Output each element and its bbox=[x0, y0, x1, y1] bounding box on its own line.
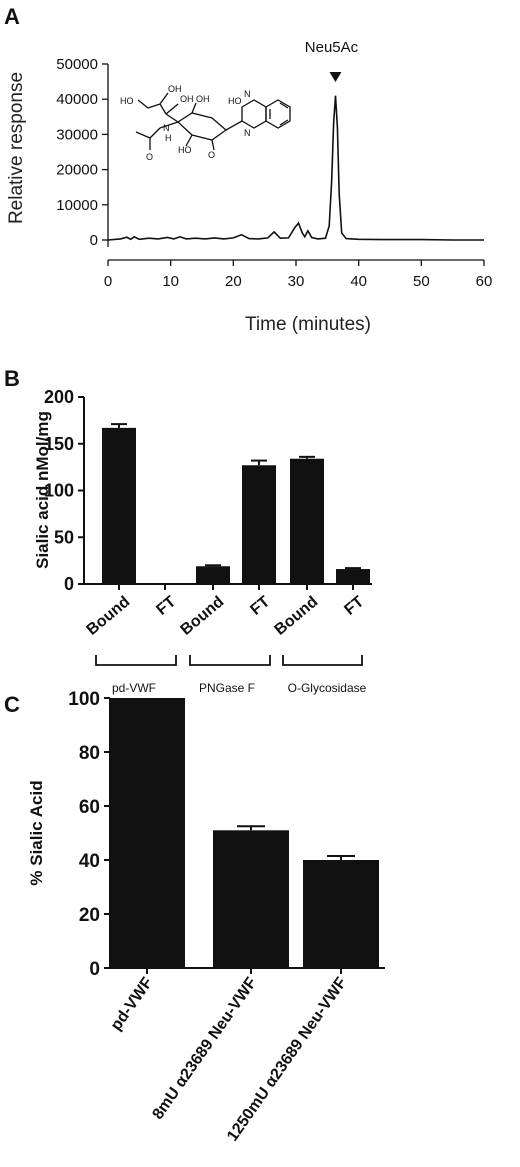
panel-b-group-brackets: pd-VWF PNGase F O-Glycosidase bbox=[95, 655, 367, 695]
x-tick-label: 40 bbox=[350, 273, 367, 290]
y-tick-label: 20000 bbox=[56, 162, 98, 179]
panel-a-axes: 0 10000 20000 30000 40000 50000 0 10 20 30 40 50 60 bbox=[56, 56, 492, 290]
x-tick-label: 0 bbox=[104, 273, 112, 290]
y-tick-label: 150 bbox=[44, 434, 74, 454]
y-tick-label: 100 bbox=[68, 689, 100, 710]
x-tick-label: Bound bbox=[272, 593, 322, 639]
panel-b-ylabel: Sialic acid nMol/mg bbox=[33, 411, 52, 569]
y-tick-label: 0 bbox=[90, 232, 98, 249]
group-bracket bbox=[282, 655, 363, 666]
x-tick-label: FT bbox=[153, 593, 179, 619]
bar bbox=[148, 583, 182, 584]
group-bracket bbox=[95, 655, 177, 666]
y-tick-label: 20 bbox=[79, 905, 100, 926]
y-tick-label: 50 bbox=[54, 527, 74, 547]
group-label: O-Glycosidase bbox=[288, 681, 367, 695]
x-tick-label: pd-VWF bbox=[108, 974, 157, 1033]
svg-text:OH: OH bbox=[196, 94, 210, 104]
y-tick-label: 80 bbox=[79, 743, 100, 764]
svg-text:HO: HO bbox=[178, 145, 192, 155]
x-tick-label: 30 bbox=[288, 273, 305, 290]
panel-c-ylabel: % Sialic Acid bbox=[27, 780, 46, 885]
svg-text:O: O bbox=[208, 150, 215, 160]
svg-text:O: O bbox=[146, 152, 153, 162]
svg-text:H: H bbox=[165, 133, 172, 143]
bar bbox=[102, 427, 136, 584]
y-tick-label: 0 bbox=[64, 574, 74, 594]
svg-text:N: N bbox=[244, 128, 251, 138]
x-tick-label: Bound bbox=[84, 593, 134, 639]
y-tick-label: 0 bbox=[89, 959, 100, 980]
bar bbox=[290, 458, 324, 584]
bar bbox=[303, 860, 379, 968]
bar bbox=[213, 830, 289, 968]
x-tick-label: 20 bbox=[225, 273, 242, 290]
panel-a-xlabel: Time (minutes) bbox=[245, 314, 371, 335]
x-tick-label: FT bbox=[247, 593, 273, 619]
group-label: pd-VWF bbox=[112, 681, 156, 695]
neu5ac-peak-label: Neu5Ac bbox=[305, 39, 359, 56]
bar bbox=[109, 698, 185, 968]
panel-a-ylabel: Relative response bbox=[6, 72, 27, 224]
y-tick-label: 200 bbox=[44, 387, 74, 407]
x-tick-label: 60 bbox=[476, 273, 493, 290]
x-tick-label: FT bbox=[341, 593, 367, 619]
panel-c-letter: C bbox=[4, 692, 20, 717]
x-tick-label: 8mU α23689 Neu-VWF bbox=[149, 974, 260, 1122]
neu5ac-structure-drawing bbox=[135, 92, 291, 151]
y-tick-label: 40 bbox=[79, 851, 100, 872]
svg-text:N: N bbox=[163, 123, 170, 133]
group-bracket bbox=[189, 655, 271, 666]
x-tick-label: 50 bbox=[413, 273, 430, 290]
y-tick-label: 50000 bbox=[56, 56, 98, 73]
group-label: PNGase F bbox=[199, 681, 255, 695]
bar bbox=[242, 465, 276, 584]
peak-arrow-icon bbox=[329, 72, 342, 82]
panel-a: A Relative response Time (minutes) 01000… bbox=[4, 4, 492, 335]
svg-text:HO: HO bbox=[228, 96, 242, 106]
svg-text:HO: HO bbox=[120, 96, 134, 106]
svg-text:N: N bbox=[244, 89, 251, 99]
neu5ac-structure-atoms: HO OH OH OH HO N N N H O HO O bbox=[120, 84, 251, 162]
panel-b-letter: B bbox=[4, 366, 20, 391]
panel-a-letter: A bbox=[4, 4, 20, 29]
bar bbox=[336, 569, 370, 584]
y-tick-label: 40000 bbox=[56, 91, 98, 108]
y-tick-label: 60 bbox=[79, 797, 100, 818]
y-tick-label: 30000 bbox=[56, 126, 98, 143]
x-tick-label: 10 bbox=[162, 273, 179, 290]
chromatogram-trace bbox=[107, 95, 484, 241]
panel-b: B Sialic acid nMol/mg 0 50 100 150 200 Bound… bbox=[4, 366, 372, 695]
x-tick-label: Bound bbox=[178, 593, 228, 639]
bar bbox=[196, 566, 230, 584]
svg-text:OH: OH bbox=[168, 84, 182, 94]
svg-text:OH: OH bbox=[180, 94, 194, 104]
y-tick-label: 10000 bbox=[56, 197, 98, 214]
y-tick-label: 100 bbox=[44, 481, 74, 501]
